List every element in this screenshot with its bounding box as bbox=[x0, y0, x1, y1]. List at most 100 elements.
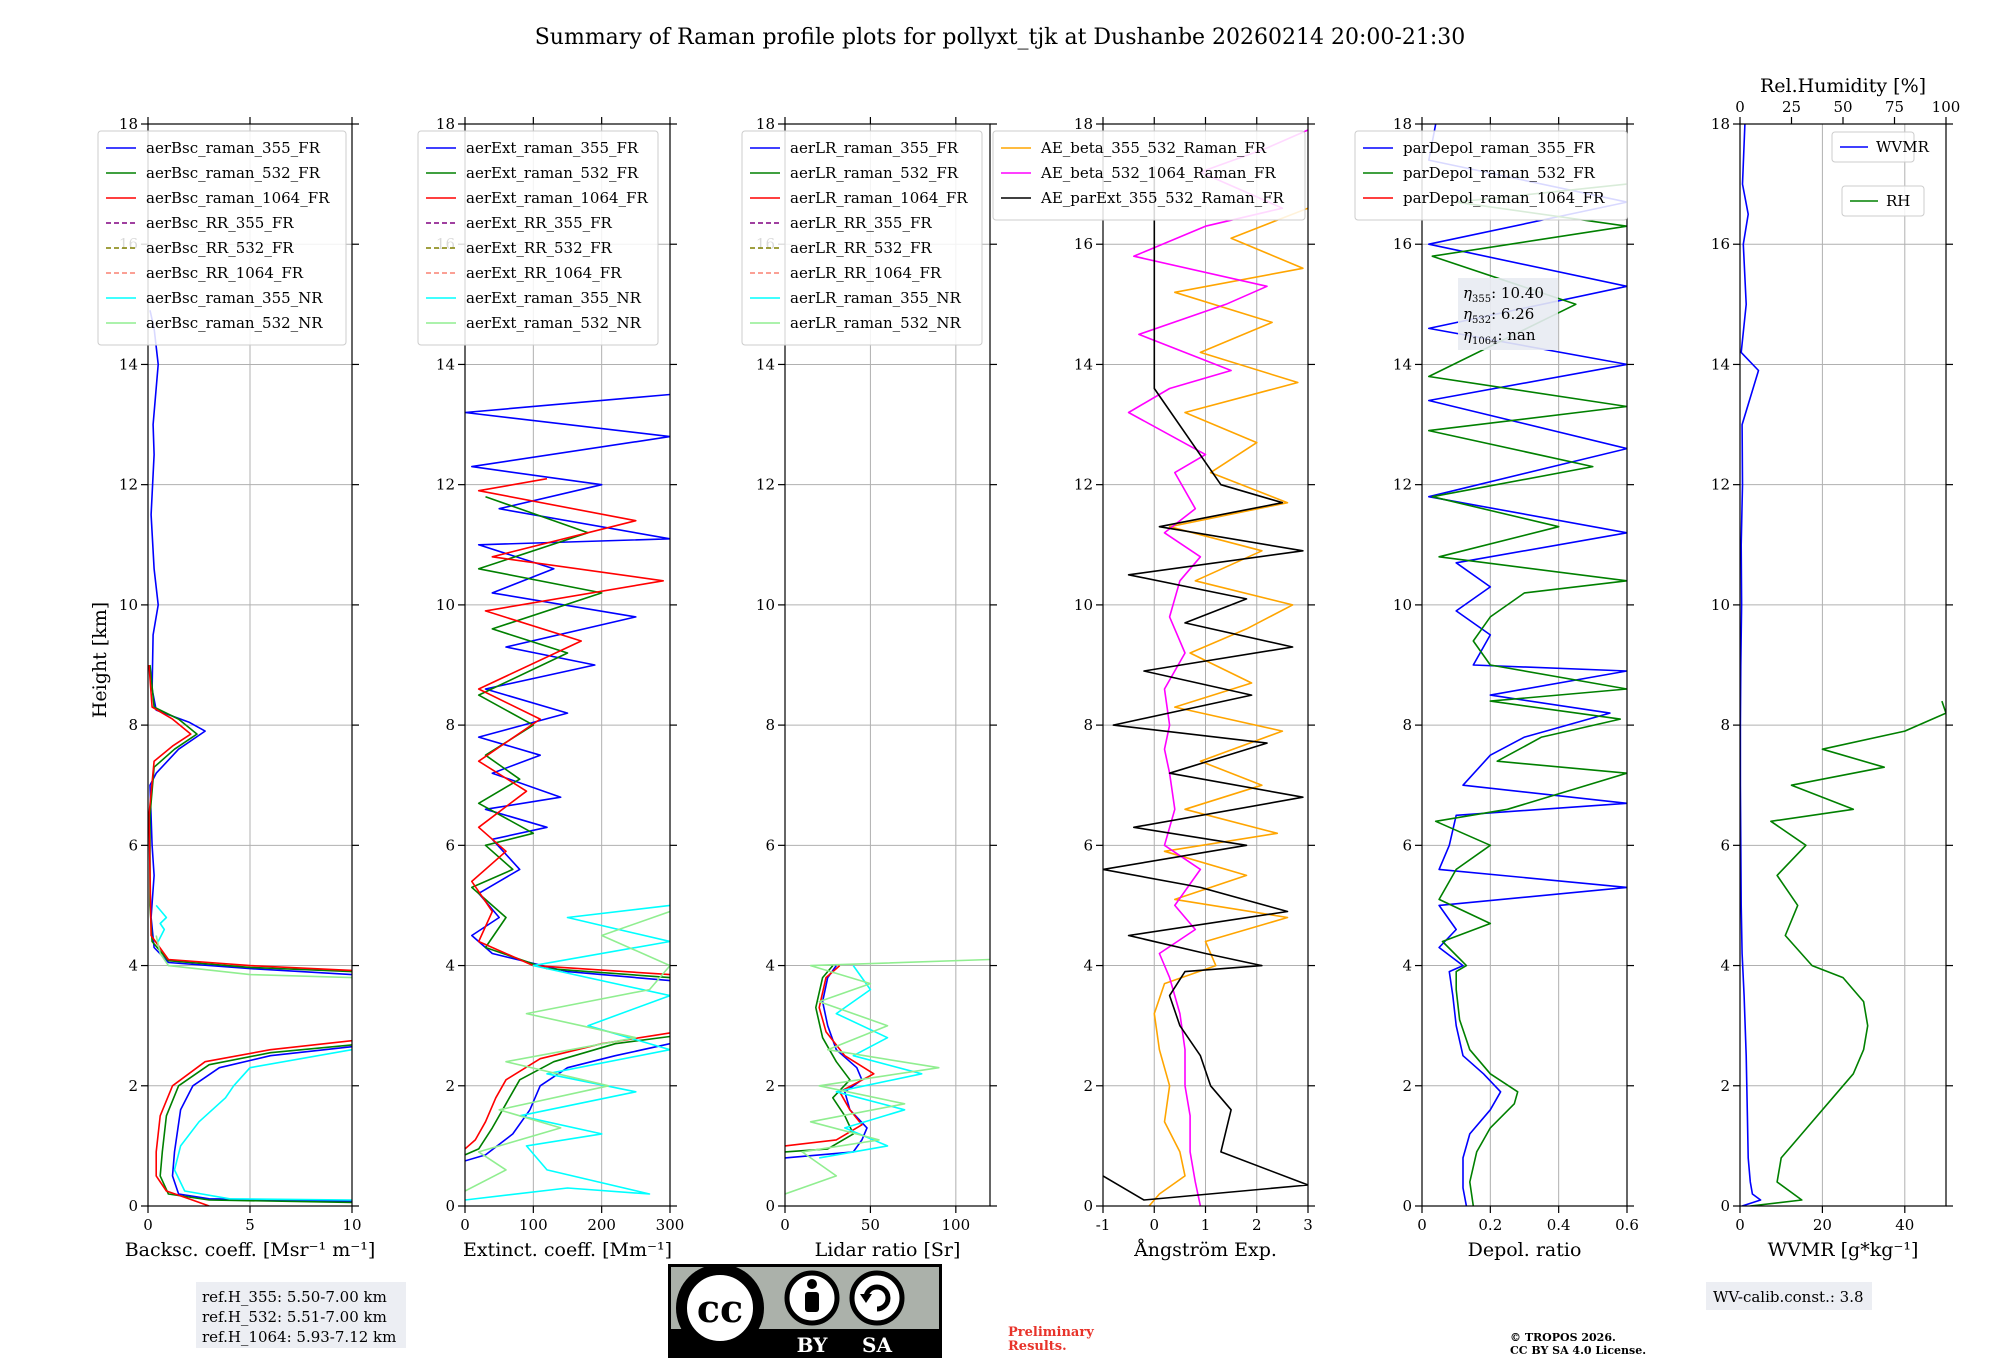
eta-label-1064: η1064: nan bbox=[1463, 326, 1536, 347]
y-tick-label: 6 bbox=[1083, 836, 1093, 854]
x-tick-label: 0 bbox=[780, 1216, 790, 1234]
wv-calib-text: WV-calib.const.: 3.8 bbox=[1713, 1288, 1864, 1306]
series-group bbox=[465, 393, 670, 1201]
legend-label: aerExt_RR_355_FR bbox=[466, 214, 613, 232]
legend-label: aerBsc_RR_1064_FR bbox=[146, 264, 304, 282]
legend-label: aerLR_raman_532_FR bbox=[790, 164, 959, 182]
x-tick-label: 2 bbox=[1252, 1216, 1262, 1234]
legend-label: aerBsc_RR_532_FR bbox=[146, 239, 294, 257]
legend: aerBsc_raman_355_FR aerBsc_raman_532_FRae… bbox=[97, 130, 347, 346]
x-tick-label: 0.6 bbox=[1615, 1216, 1639, 1234]
panel-1: 0246810121416180510Backsc. coeff. [Msr⁻¹… bbox=[97, 115, 376, 1261]
legend: parDepol_raman_355_FR parDepol_raman_532_… bbox=[1354, 130, 1628, 221]
series-aerBsc_raman_532_NR bbox=[155, 935, 352, 979]
y-axis-label: Height [km] bbox=[89, 602, 111, 718]
y-tick-label: 4 bbox=[765, 957, 775, 975]
by-label: BY bbox=[797, 1333, 829, 1357]
legend-label: aerExt_raman_355_FR bbox=[466, 139, 639, 157]
legend-label: AE_parExt_355_532_Raman_FR bbox=[1040, 189, 1285, 207]
y-tick-label: 4 bbox=[445, 957, 455, 975]
x-axis-label: Extinct. coeff. [Mm⁻¹] bbox=[463, 1239, 672, 1261]
legend-label: AE_beta_355_532_Raman_FR bbox=[1040, 139, 1267, 157]
x-tick-label: 1 bbox=[1201, 1216, 1211, 1234]
eta-symbol: η bbox=[1463, 284, 1472, 302]
series-group bbox=[785, 958, 990, 1195]
series-group bbox=[1103, 129, 1308, 1206]
legend-label: aerBsc_raman_532_NR bbox=[146, 314, 323, 332]
y-tick-label: 0 bbox=[128, 1197, 138, 1215]
panel-frame bbox=[784, 123, 991, 1207]
ref-height-1064: ref.H_1064: 5.93-7.12 km bbox=[202, 1328, 396, 1346]
y-tick-label: 8 bbox=[1402, 716, 1412, 734]
legend-label: aerLR_raman_355_NR bbox=[790, 289, 961, 307]
panel-frame bbox=[1739, 123, 1947, 1207]
eta-symbol: η bbox=[1463, 305, 1472, 323]
eta-label-532: η532: 6.26 bbox=[1463, 305, 1534, 326]
y-tick-label: 0 bbox=[1083, 1197, 1093, 1215]
legend-box bbox=[1831, 131, 1915, 163]
panel-3: 024681012141618050100Lidar ratio [Sr]aer… bbox=[741, 115, 997, 1261]
y-tick-label: 2 bbox=[128, 1077, 138, 1095]
legend-box bbox=[1354, 130, 1628, 221]
eta-subscript: 355 bbox=[1472, 294, 1491, 305]
panel-6: 0 2 4 6 8 10 12 14 16 18 0 20 40 WVMR [g*kg⁻¹] 0 25 50 75… bbox=[1711, 98, 1960, 1261]
x-tick-label: 0.2 bbox=[1478, 1216, 1502, 1234]
series-aerExt_raman_532_NR bbox=[465, 910, 670, 1192]
legend-label: aerLR_RR_1064_FR bbox=[790, 264, 942, 282]
ref-height-355: ref.H_355: 5.50-7.00 km bbox=[202, 1288, 387, 1306]
panel-frame bbox=[464, 123, 671, 1207]
y-tick-label: 18 bbox=[1074, 115, 1093, 133]
y-tick-label: 10 bbox=[756, 596, 775, 614]
series-aerLR_raman_532_FR bbox=[785, 965, 855, 1153]
series-aerBsc_raman_1064_FR bbox=[155, 1039, 352, 1206]
x-tick-label: -1 bbox=[1096, 1216, 1111, 1234]
eta-value: : nan bbox=[1497, 326, 1535, 344]
y-tick-label: 12 bbox=[756, 476, 775, 494]
x-tick-label: 0 bbox=[1417, 1216, 1427, 1234]
preliminary-line-1: Preliminary bbox=[1008, 1325, 1094, 1340]
y-tick-label: 6 bbox=[1720, 836, 1730, 854]
legend-label: aerLR_raman_532_NR bbox=[790, 314, 961, 332]
series-parDepol_raman_532_FR bbox=[1428, 183, 1627, 1206]
legend: AE_beta_355_532_Raman_FR AE_beta_532_1064… bbox=[992, 130, 1306, 221]
y-tick-label: 16 bbox=[1074, 235, 1093, 253]
x-tick-label: 0 bbox=[143, 1216, 153, 1234]
legend-label: aerExt_raman_532_FR bbox=[466, 164, 639, 182]
panel-2: 0246810121416180100200300Extinct. coeff.… bbox=[417, 115, 684, 1261]
y-tick-label: 8 bbox=[1083, 716, 1093, 734]
x-tick-label: 0 bbox=[460, 1216, 470, 1234]
y-tick-label: 2 bbox=[1083, 1077, 1093, 1095]
y-tick-label: 14 bbox=[119, 355, 138, 373]
y-tick-label: 18 bbox=[756, 115, 775, 133]
legend-label: aerExt_RR_1064_FR bbox=[466, 264, 622, 282]
x-tick-label: 3 bbox=[1303, 1216, 1313, 1234]
x-tick-label: 0 bbox=[1149, 1216, 1159, 1234]
y-tick-label: 14 bbox=[756, 355, 775, 373]
preliminary-line-2: Results. bbox=[1008, 1339, 1067, 1354]
x2-tick-label: 100 bbox=[1932, 98, 1961, 116]
y-tick-label: 2 bbox=[445, 1077, 455, 1095]
series-aerBsc_raman_532_FR_upper bbox=[149, 664, 352, 973]
series-aerExt_raman_1064_FR_upper bbox=[470, 477, 670, 976]
y-tick-label: 10 bbox=[119, 596, 138, 614]
cc-icon bbox=[681, 1269, 759, 1347]
y-tick-label: 6 bbox=[445, 836, 455, 854]
legend-label: parDepol_raman_355_FR bbox=[1403, 139, 1596, 157]
series-aerExt_raman_355_NR bbox=[465, 904, 670, 1201]
series-aerLR_raman_532_NR bbox=[785, 958, 990, 1195]
y-tick-label: 8 bbox=[128, 716, 138, 734]
sa-icon-arrowhead bbox=[860, 1294, 872, 1303]
x-tick-label: 0 bbox=[1735, 1216, 1745, 1234]
ref-height-532: ref.H_532: 5.51-7.00 km bbox=[202, 1308, 387, 1326]
cc-icon-label: cc bbox=[697, 1286, 743, 1331]
eta-subscript: 532 bbox=[1472, 315, 1491, 326]
y-tick-label: 6 bbox=[765, 836, 775, 854]
copyright-line-2: CC BY SA 4.0 License. bbox=[1510, 1344, 1646, 1357]
x-axis-label: Backsc. coeff. [Msr⁻¹ m⁻¹] bbox=[125, 1239, 376, 1261]
series-aerBsc_raman_355_FR_upper bbox=[149, 310, 352, 976]
series-aerExt_raman_355_FR bbox=[465, 1042, 670, 1162]
y-tick-label: 12 bbox=[1074, 476, 1093, 494]
legend-label: aerBsc_raman_355_FR bbox=[146, 139, 321, 157]
y-tick-label: 14 bbox=[1393, 355, 1412, 373]
